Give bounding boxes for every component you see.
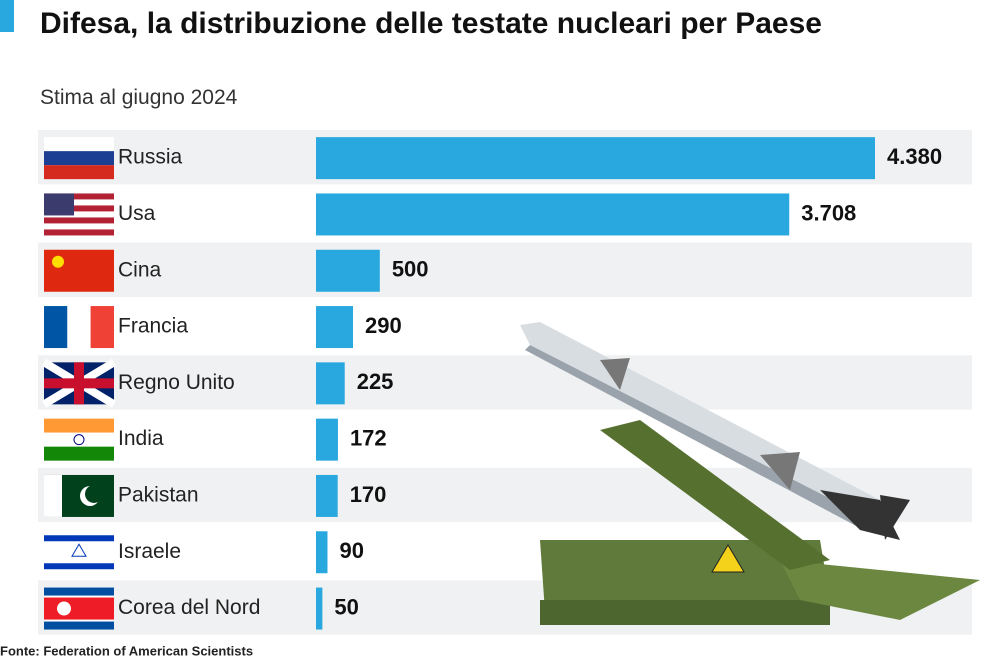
value-label: 170 [350, 482, 387, 507]
flag-part [44, 151, 114, 166]
accent-bar [0, 0, 14, 32]
category-label: Francia [118, 315, 188, 338]
category-label: Corea del Nord [118, 596, 260, 619]
row-band [38, 242, 972, 297]
value-label: 3.708 [801, 200, 856, 225]
flag-part [52, 255, 64, 268]
category-label: Russia [118, 146, 183, 169]
flag-part [44, 432, 114, 447]
flag-part [71, 543, 87, 557]
rows: Russia 4.380 Usa 3.708 Cina 500 Francia 290 Regn… [38, 130, 972, 635]
chart-title: Difesa, la distribuzione delle testate n… [40, 7, 822, 40]
flag-part [44, 563, 114, 570]
flag-part [44, 474, 62, 517]
category-label: Cina [118, 258, 162, 281]
value-label: 500 [392, 257, 429, 282]
flag-part [44, 418, 114, 433]
flag-part [44, 199, 114, 206]
bar [316, 587, 323, 630]
bar [316, 249, 380, 292]
flag-part [74, 362, 84, 405]
flag-part [57, 601, 71, 616]
category-label: Usa [118, 202, 156, 225]
flag-part [85, 484, 103, 503]
value-label: 290 [365, 313, 402, 338]
category-label: India [118, 427, 164, 450]
value-label: 4.380 [887, 144, 942, 169]
bar [316, 474, 338, 517]
flag-part [44, 223, 114, 230]
flag-part [44, 535, 114, 542]
source: Fonte: Federation of American Scientists [0, 643, 253, 658]
bar [316, 306, 354, 349]
row-band [38, 355, 972, 410]
bar [316, 531, 328, 574]
flag-part [44, 217, 114, 224]
flag-part [44, 193, 114, 200]
category-label: Regno Unito [118, 371, 235, 394]
flag-part [44, 193, 74, 216]
bar [316, 137, 875, 180]
category-label: Israele [118, 540, 181, 563]
flag-part [44, 249, 114, 292]
flag-part [44, 306, 68, 349]
value-label: 225 [357, 369, 394, 394]
flag-part [44, 211, 114, 218]
bar [316, 418, 338, 461]
flag-part [44, 229, 114, 236]
flag-part [44, 446, 114, 461]
flag-part [44, 597, 114, 620]
missile-illustration [520, 322, 980, 625]
flag-part [44, 137, 114, 152]
value-label: 172 [350, 425, 387, 450]
value-label: 90 [339, 538, 363, 563]
flag-part [44, 165, 114, 180]
value-label: 50 [334, 594, 358, 619]
flag-part [44, 205, 114, 212]
flag-part [73, 434, 85, 446]
flag-part [90, 306, 114, 349]
bar [316, 193, 790, 236]
bar [316, 362, 345, 405]
chart-subtitle: Stima al giugno 2024 [40, 86, 238, 109]
category-label: Pakistan [118, 483, 199, 506]
flag-part [67, 306, 91, 349]
